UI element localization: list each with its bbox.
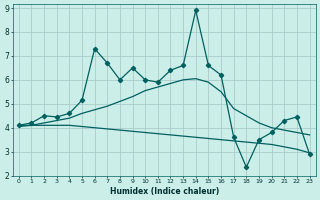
X-axis label: Humidex (Indice chaleur): Humidex (Indice chaleur) bbox=[109, 187, 219, 196]
